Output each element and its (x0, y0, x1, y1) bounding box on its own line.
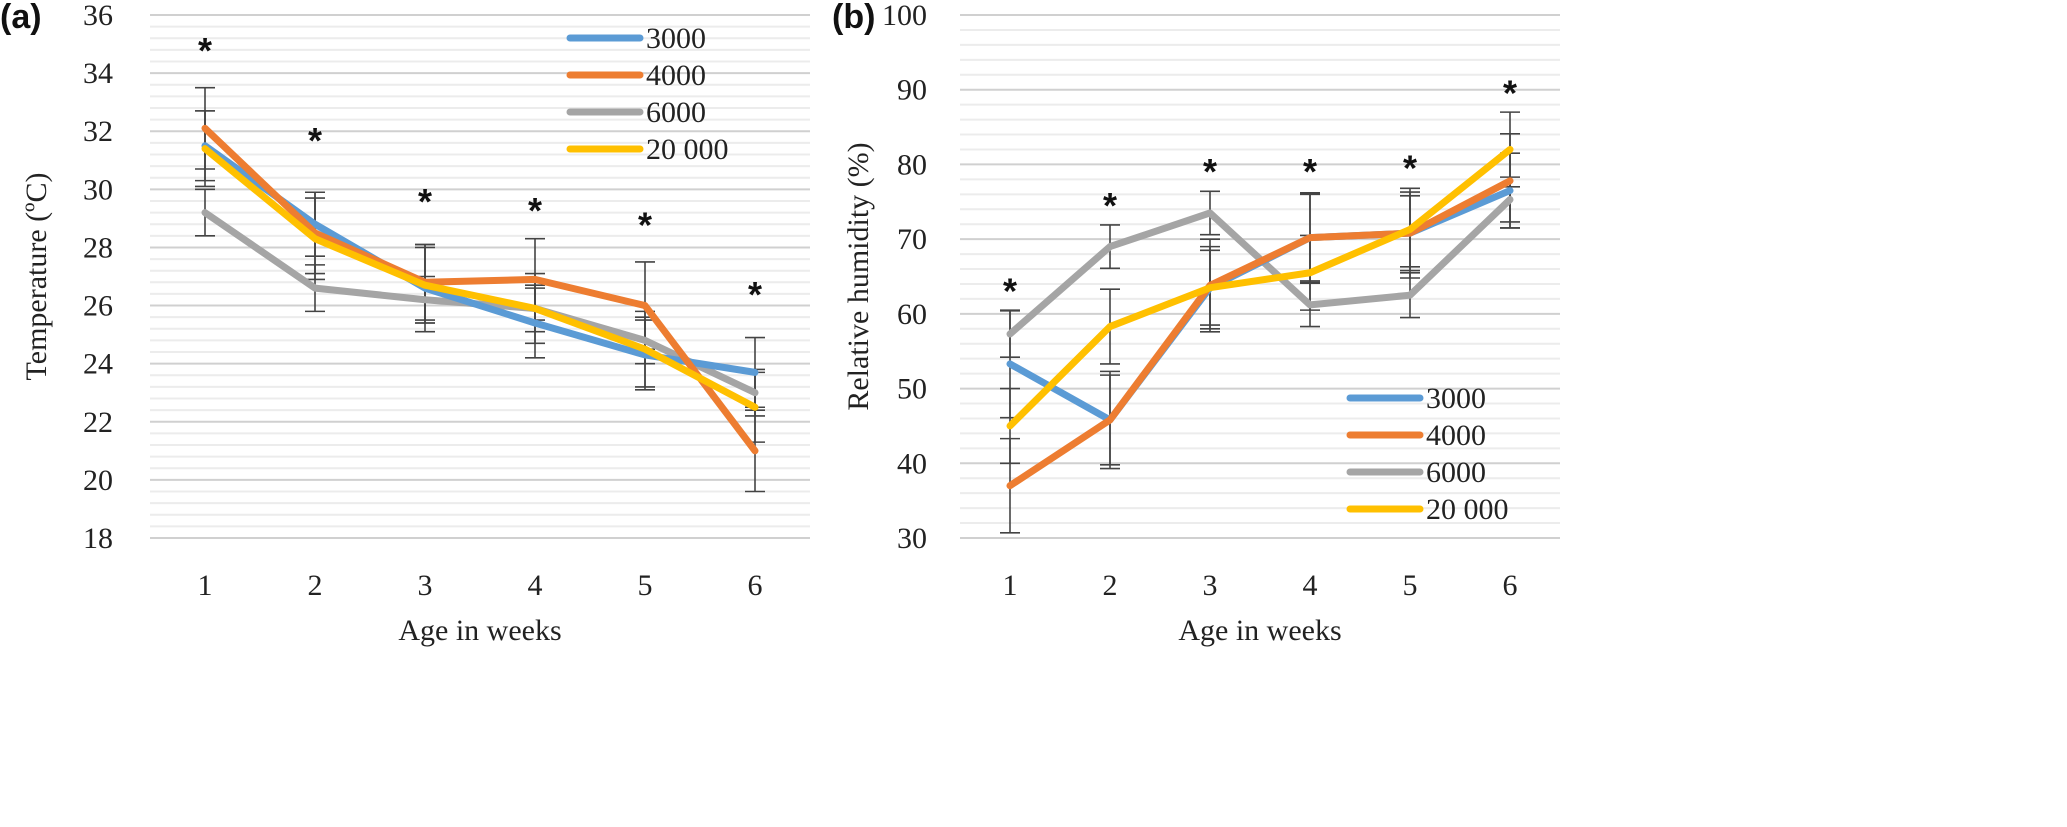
legend-label: 3000 (1426, 382, 1486, 415)
x-tick-label: 2 (308, 569, 323, 602)
panel-label: (a) (0, 0, 42, 36)
significance-marker: * (1203, 151, 1217, 192)
y-tick-label: 28 (83, 231, 113, 264)
x-tick-label: 6 (748, 569, 763, 602)
y-tick-label: 40 (897, 447, 927, 480)
y-tick-label: 34 (83, 57, 113, 90)
y-tick-label: 24 (83, 348, 113, 381)
x-axis-title: Age in weeks (398, 614, 561, 647)
significance-marker: * (638, 204, 652, 245)
x-tick-label: 6 (1503, 569, 1518, 602)
y-tick-label: 90 (897, 74, 927, 107)
x-tick-label: 4 (528, 569, 543, 602)
legend-label: 3000 (646, 22, 706, 55)
significance-marker: * (1303, 151, 1317, 192)
y-axis-title: Temperature (ºC) (20, 173, 53, 381)
legend-label: 6000 (646, 96, 706, 129)
legend-label: 4000 (646, 59, 706, 92)
x-axis-title: Age in weeks (1178, 614, 1341, 647)
y-tick-label: 30 (83, 173, 113, 206)
significance-marker: * (308, 120, 322, 161)
y-tick-label: 26 (83, 290, 113, 323)
legend: 3000 4000 6000 20 000 (1346, 382, 1509, 526)
series-line-4000 (1006, 177, 1514, 490)
gridlines (960, 14, 1560, 539)
significance-marker: * (748, 274, 762, 315)
legend-label: 20 000 (1426, 493, 1509, 526)
x-tick-label: 3 (418, 569, 433, 602)
legend-label: 6000 (1426, 456, 1486, 489)
significance-marker: * (418, 181, 432, 222)
legend-label: 4000 (1426, 419, 1486, 452)
series-line-20000 (1006, 145, 1514, 430)
y-tick-label: 22 (83, 406, 113, 439)
x-tick-label: 1 (1003, 569, 1018, 602)
series-line-4000 (201, 124, 759, 455)
legend: 3000 4000 6000 20 000 (566, 22, 729, 166)
significance-marker: * (1403, 147, 1417, 188)
significance-marker: * (528, 190, 542, 231)
significance-marker: * (198, 30, 212, 71)
y-tick-label: 60 (897, 298, 927, 331)
x-tick-label: 4 (1303, 569, 1318, 602)
panel-label: (b) (832, 0, 875, 36)
x-tick-label: 3 (1203, 569, 1218, 602)
legend-label: 20 000 (646, 133, 729, 166)
significance-marker: * (1003, 271, 1017, 312)
y-tick-label: 30 (897, 522, 927, 555)
y-tick-label: 36 (83, 0, 113, 32)
significance-marker: * (1503, 73, 1517, 114)
gridlines (150, 14, 810, 539)
x-tick-label: 1 (198, 569, 213, 602)
y-tick-label: 32 (83, 115, 113, 148)
significance-marker: * (1103, 185, 1117, 226)
x-tick-label: 5 (1403, 569, 1418, 602)
panel-b-humidity-chart: 30 40 50 60 70 80 90 100 1 2 3 4 5 6 Age in weeks Relat… (832, 0, 1560, 647)
y-tick-label: 18 (83, 522, 113, 555)
series-line-20000 (201, 145, 759, 411)
y-tick-label: 80 (897, 148, 927, 181)
y-tick-label: 50 (897, 373, 927, 406)
y-tick-label: 20 (83, 464, 113, 497)
x-tick-label: 5 (638, 569, 653, 602)
y-axis-title: Relative humidity (%) (842, 142, 875, 410)
y-tick-label: 70 (897, 223, 927, 256)
y-tick-label: 100 (882, 0, 927, 32)
x-tick-label: 2 (1103, 569, 1118, 602)
